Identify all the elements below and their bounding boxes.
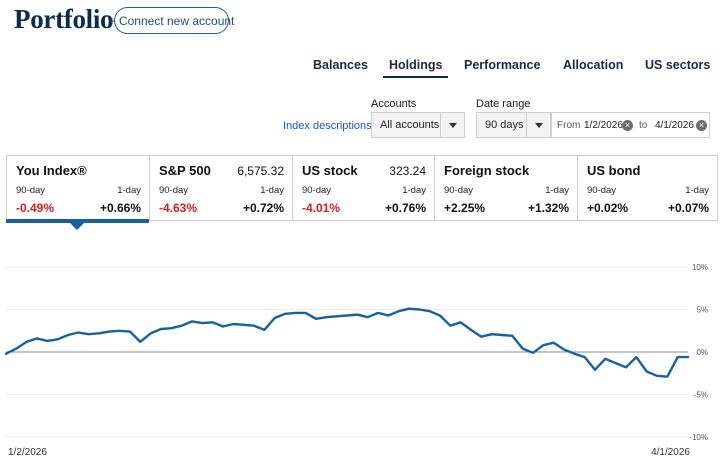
card-90day-value: +2.25% bbox=[444, 201, 486, 215]
x-end-label: 4/1/2026 bbox=[651, 447, 690, 458]
to-date-input[interactable]: 4/1/2026 bbox=[655, 120, 694, 131]
card-name: Foreign stock bbox=[444, 163, 530, 178]
card-1day-value: +0.72% bbox=[242, 201, 284, 215]
card-90day-value: +0.02% bbox=[587, 201, 629, 215]
tab-bar: Balances Holdings Performance Allocation… bbox=[0, 56, 720, 80]
card-name: S&P 500 bbox=[159, 163, 211, 178]
card-us-stock[interactable]: US stock 323.24 90-day 1-day -4.01% +0.7… bbox=[292, 156, 434, 220]
y-tick-label: 10% bbox=[692, 263, 708, 272]
tab-us-sectors[interactable]: US sectors bbox=[645, 58, 711, 72]
card-90day-label: 90-day bbox=[587, 185, 617, 196]
card-1day-label: 1-day bbox=[402, 185, 426, 196]
tab-allocation[interactable]: Allocation bbox=[563, 58, 624, 72]
accounts-select[interactable]: All accounts bbox=[371, 112, 465, 138]
connect-account-button[interactable]: + Connect new account bbox=[109, 7, 234, 34]
active-card-indicator bbox=[6, 219, 149, 223]
from-date-input[interactable]: 1/2/2026 bbox=[584, 120, 623, 131]
y-tick-label: -5% bbox=[694, 391, 708, 400]
card-90day-label: 90-day bbox=[444, 185, 474, 196]
y-tick-label: 0% bbox=[696, 348, 708, 357]
performance-chart: 10% 5% 0% -5% -10% 1/2/2026 4/1/2026 bbox=[4, 263, 708, 458]
card-1day-label: 1-day bbox=[260, 185, 284, 196]
card-90day-value: -4.01% bbox=[302, 201, 341, 215]
card-1day-label: 1-day bbox=[545, 185, 569, 196]
card-1day-value: +0.07% bbox=[667, 201, 709, 215]
series-line-you-index bbox=[4, 307, 690, 378]
card-1day-value: +1.32% bbox=[527, 201, 569, 215]
card-1day-label: 1-day bbox=[685, 185, 709, 196]
card-name: US stock bbox=[302, 163, 358, 178]
card-90day-value: -0.49% bbox=[16, 201, 55, 215]
card-90day-label: 90-day bbox=[302, 185, 332, 196]
card-price: 323.24 bbox=[389, 164, 426, 178]
tab-balances[interactable]: Balances bbox=[313, 58, 368, 72]
page-title: Portfolio bbox=[14, 4, 114, 34]
index-descriptions-link[interactable]: Index descriptions bbox=[283, 120, 372, 132]
card-sp500[interactable]: S&P 500 6,575.32 90-day 1-day -4.63% +0.… bbox=[149, 156, 292, 220]
card-you-index[interactable]: You Index® 90-day 1-day -0.49% +0.66% bbox=[7, 156, 149, 220]
x-start-label: 1/2/2026 bbox=[8, 447, 47, 458]
card-90day-label: 90-day bbox=[159, 185, 189, 196]
card-1day-value: +0.66% bbox=[99, 201, 141, 215]
y-tick-label: -10% bbox=[689, 433, 708, 442]
card-1day-label: 1-day bbox=[117, 185, 141, 196]
chevron-down-icon bbox=[526, 113, 550, 137]
index-cards: You Index® 90-day 1-day -0.49% +0.66% S&… bbox=[6, 155, 718, 221]
tab-performance[interactable]: Performance bbox=[464, 58, 541, 72]
card-90day-value: -4.63% bbox=[159, 201, 198, 215]
card-name: You Index® bbox=[16, 163, 87, 178]
card-1day-value: +0.76% bbox=[384, 201, 426, 215]
accounts-label: Accounts bbox=[371, 98, 417, 110]
card-us-bond[interactable]: US bond 90-day 1-day +0.02% +0.07% bbox=[577, 156, 717, 220]
date-range-field[interactable]: From 1/2/2026 × to 4/1/2026 × bbox=[551, 112, 710, 138]
period-select[interactable]: 90 days bbox=[476, 112, 551, 138]
clear-from-icon[interactable]: × bbox=[622, 120, 633, 131]
from-label: From bbox=[557, 120, 581, 131]
to-label: to bbox=[639, 120, 648, 131]
clear-to-icon[interactable]: × bbox=[696, 120, 707, 131]
daterange-label: Date range bbox=[476, 98, 531, 110]
card-price: 6,575.32 bbox=[237, 164, 284, 178]
chevron-down-icon bbox=[440, 113, 464, 137]
accounts-select-value: All accounts bbox=[380, 119, 440, 131]
period-select-value: 90 days bbox=[485, 119, 524, 131]
y-tick-label: 5% bbox=[696, 306, 708, 315]
card-foreign-stock[interactable]: Foreign stock 90-day 1-day +2.25% +1.32% bbox=[434, 156, 577, 220]
card-90day-label: 90-day bbox=[16, 185, 46, 196]
active-card-pointer-icon bbox=[70, 223, 84, 230]
card-name: US bond bbox=[587, 163, 641, 178]
tab-holdings[interactable]: Holdings bbox=[382, 58, 449, 78]
